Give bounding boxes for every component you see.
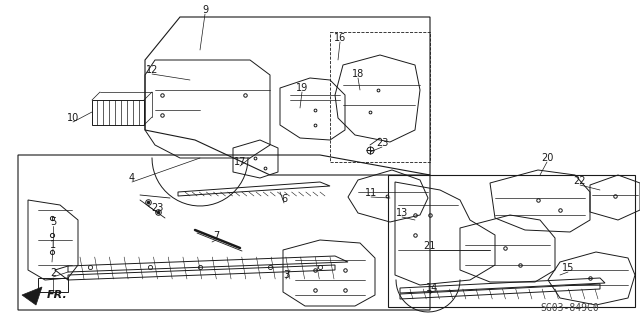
Text: 6: 6: [281, 194, 287, 204]
Text: FR.: FR.: [47, 290, 68, 300]
Text: 13: 13: [396, 208, 408, 218]
Text: 23: 23: [151, 203, 163, 213]
Text: 22: 22: [573, 176, 586, 186]
Bar: [388, 175, 635, 307]
Text: 5: 5: [50, 217, 56, 227]
Text: 4: 4: [129, 173, 135, 183]
Text: 16: 16: [334, 33, 346, 43]
Text: 7: 7: [213, 231, 219, 241]
Text: 3: 3: [283, 270, 289, 280]
Text: 12: 12: [146, 65, 158, 75]
Text: 17: 17: [234, 157, 246, 167]
Text: 2: 2: [50, 268, 56, 278]
Text: 15: 15: [562, 263, 574, 273]
Text: SG03-849C0: SG03-849C0: [541, 303, 600, 313]
Text: 9: 9: [202, 5, 208, 15]
Text: 23: 23: [376, 138, 388, 148]
Text: 1: 1: [50, 240, 56, 250]
Polygon shape: [22, 287, 42, 305]
Text: 18: 18: [352, 69, 364, 79]
Text: 21: 21: [423, 241, 435, 251]
Text: 14: 14: [426, 283, 438, 293]
Text: 20: 20: [541, 153, 553, 163]
Text: 10: 10: [67, 113, 79, 123]
Text: 19: 19: [296, 83, 308, 93]
Bar: [330, 32, 430, 162]
Text: 11: 11: [365, 188, 377, 198]
